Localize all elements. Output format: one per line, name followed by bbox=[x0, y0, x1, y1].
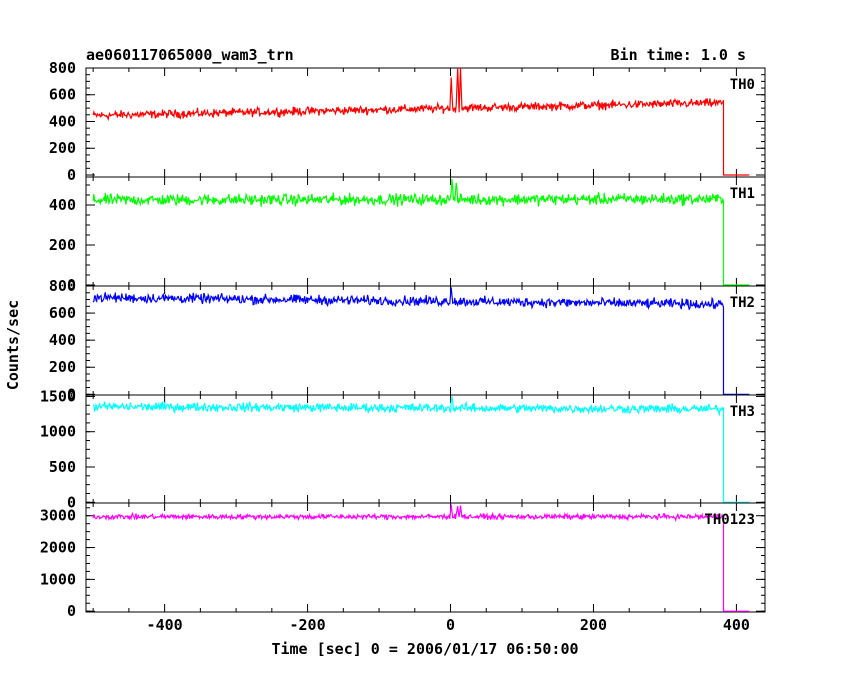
panels-group: 0 200 400 600 800 TH0 0 200 400 TH1 0 200 400 600 800 T… bbox=[40, 59, 766, 620]
y-tick-label: 0 bbox=[67, 493, 76, 511]
panel-th2: 0 200 400 600 800 TH2 bbox=[49, 277, 766, 403]
y-tick-label: 0 bbox=[67, 602, 76, 620]
x-tick-label: -400 bbox=[147, 616, 183, 634]
panel-frame bbox=[85, 67, 766, 178]
y-tick-label: 1000 bbox=[40, 423, 76, 441]
panel-th0: 0 200 400 600 800 TH0 bbox=[49, 59, 766, 184]
series-line-th2 bbox=[92, 287, 750, 395]
y-tick-label: 2000 bbox=[40, 539, 76, 557]
panel-frame bbox=[85, 502, 766, 613]
chart-title: ae060117065000_wam3_trn bbox=[86, 46, 294, 64]
y-tick-label: 600 bbox=[49, 86, 76, 104]
panel-label: TH1 bbox=[730, 186, 755, 202]
y-tick-label: 200 bbox=[49, 358, 76, 376]
x-axis-title: Time [sec] 0 = 2006/01/17 06:50:00 bbox=[271, 640, 578, 658]
x-tick-label: 200 bbox=[580, 616, 607, 634]
panel-th1: 0 200 400 TH1 bbox=[49, 176, 766, 294]
y-tick-label: 1500 bbox=[40, 387, 76, 405]
series-line-th0 bbox=[92, 67, 750, 176]
y-tick-label: 0 bbox=[67, 385, 76, 403]
y-tick-label: 500 bbox=[49, 458, 76, 476]
y-tick-label: 600 bbox=[49, 304, 76, 322]
y-tick-label: 400 bbox=[49, 331, 76, 349]
x-tick-label: -200 bbox=[290, 616, 326, 634]
y-tick-label: 800 bbox=[49, 277, 76, 295]
bin-time-label: Bin time: 1.0 s bbox=[611, 46, 746, 64]
y-tick-label: 200 bbox=[49, 236, 76, 254]
panel-frame bbox=[85, 394, 766, 504]
panel-label: TH2 bbox=[730, 295, 755, 311]
x-axis: -400 -200 0 200 400 bbox=[147, 616, 750, 634]
panel-label: TH0 bbox=[730, 77, 755, 93]
series-line-th0123 bbox=[92, 504, 750, 612]
y-tick-label: 200 bbox=[49, 139, 76, 157]
panel-th0123: 0 1000 2000 3000 TH0123 bbox=[40, 502, 766, 620]
y-tick-label: 400 bbox=[49, 196, 76, 214]
y-tick-label: 3000 bbox=[40, 507, 76, 525]
panel-th3: 0 500 1000 1500 TH3 bbox=[40, 387, 766, 511]
panel-label: TH3 bbox=[730, 404, 755, 420]
y-tick-label: 1000 bbox=[40, 570, 76, 588]
series-line-th1 bbox=[92, 178, 750, 286]
x-tick-label: 0 bbox=[446, 616, 455, 634]
panel-label: TH0123 bbox=[704, 512, 755, 528]
y-tick-label: 0 bbox=[67, 166, 76, 184]
y-axis-title: Counts/sec bbox=[4, 300, 22, 390]
y-tick-label: 0 bbox=[67, 276, 76, 294]
y-tick-label: 800 bbox=[49, 59, 76, 77]
series-line-th3 bbox=[92, 396, 750, 503]
y-tick-label: 400 bbox=[49, 112, 76, 130]
x-tick-label: 400 bbox=[723, 616, 750, 634]
